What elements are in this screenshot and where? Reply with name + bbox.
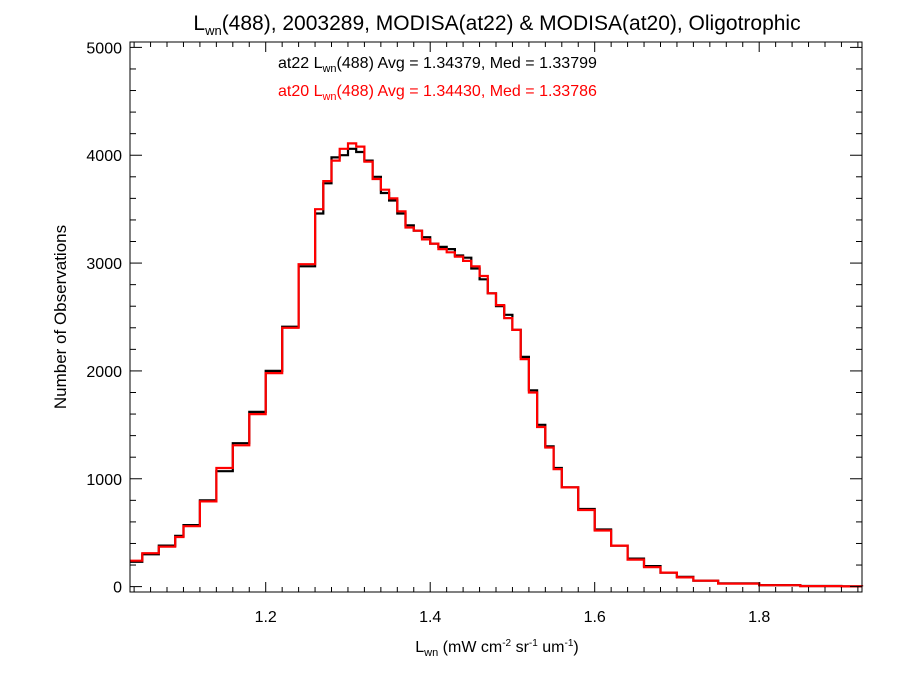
annotation-at22-rest: (488) Avg = 1.34379, Med = 1.33799 (337, 55, 597, 72)
annotation-at20: at20 Lwn(488) Avg = 1.34430, Med = 1.337… (278, 83, 597, 103)
x-axis-label-sup2: -1 (529, 638, 538, 649)
y-tick-label: 0 (113, 580, 122, 597)
x-axis-label-part4: ) (573, 639, 578, 656)
annotation-at20-rest: (488) Avg = 1.34430, Med = 1.33786 (337, 83, 597, 100)
plot-frame (129, 41, 863, 593)
x-tick-label: 1.4 (419, 609, 441, 626)
x-tick-label: 1.2 (255, 609, 277, 626)
chart-title-base: L (193, 12, 205, 35)
chart-title-sub: wn (204, 23, 222, 38)
x-axis-label: Lwn (mW cm-2 sr-1 um-1) (415, 638, 578, 659)
x-axis-label-part1: (mW cm (438, 639, 502, 656)
series-line-at20 (130, 142, 864, 588)
x-tick-label: 1.6 (584, 609, 606, 626)
series-layer (130, 142, 864, 588)
x-axis-label-part3: um (538, 639, 565, 656)
chart-title: Lwn(488), 2003289, MODISA(at22) & MODISA… (193, 12, 800, 38)
annotation-at22: at22 Lwn(488) Avg = 1.34379, Med = 1.337… (278, 55, 597, 75)
series-line-at22 (130, 147, 864, 588)
y-tick-label: 2000 (86, 364, 122, 381)
y-tick-label: 5000 (86, 40, 122, 57)
y-tick-label: 1000 (86, 472, 122, 489)
x-axis-label-sup3: -1 (564, 638, 573, 649)
annotation-at20-prefix: at20 L (278, 83, 323, 100)
x-axis-label-sup1: -2 (502, 638, 511, 649)
annotation-at22-prefix: at22 L (278, 55, 323, 72)
axes-layer: 1.2 1.4 1.6 1.8 0 1000 2000 3000 4000 5000 (86, 40, 863, 626)
annotation-at20-sub: wn (321, 91, 336, 103)
x-tick-label: 1.8 (748, 609, 770, 626)
y-tick-label: 4000 (86, 148, 122, 165)
x-axis-label-part2: sr (511, 639, 529, 656)
y-axis-label: Number of Observations (51, 225, 70, 409)
annotation-at22-sub: wn (321, 63, 336, 75)
x-axis-label-base: L (415, 639, 424, 656)
y-tick-label: 3000 (86, 256, 122, 273)
chart-title-rest: (488), 2003289, MODISA(at22) & MODISA(at… (222, 12, 801, 35)
x-axis-label-sub: wn (423, 647, 438, 659)
